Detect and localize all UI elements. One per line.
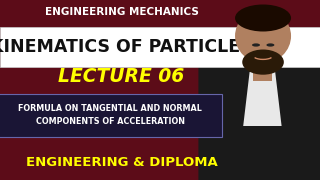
Polygon shape: [243, 72, 282, 126]
Text: KINEMATICS OF PARTICLES: KINEMATICS OF PARTICLES: [0, 38, 253, 56]
Text: ENGINEERING & DIPLOMA: ENGINEERING & DIPLOMA: [26, 156, 218, 169]
Ellipse shape: [252, 43, 260, 47]
FancyBboxPatch shape: [253, 63, 272, 81]
Ellipse shape: [235, 4, 291, 32]
Text: FORMULA ON TANGENTIAL AND NORMAL
COMPONENTS OF ACCELERATION: FORMULA ON TANGENTIAL AND NORMAL COMPONE…: [19, 104, 202, 126]
Polygon shape: [198, 50, 320, 180]
FancyBboxPatch shape: [0, 27, 320, 67]
Ellipse shape: [242, 50, 284, 75]
Text: LECTURE 06: LECTURE 06: [59, 68, 185, 87]
Ellipse shape: [235, 9, 291, 63]
FancyBboxPatch shape: [0, 94, 222, 137]
Ellipse shape: [266, 43, 274, 47]
Text: ENGINEERING MECHANICS: ENGINEERING MECHANICS: [45, 7, 198, 17]
